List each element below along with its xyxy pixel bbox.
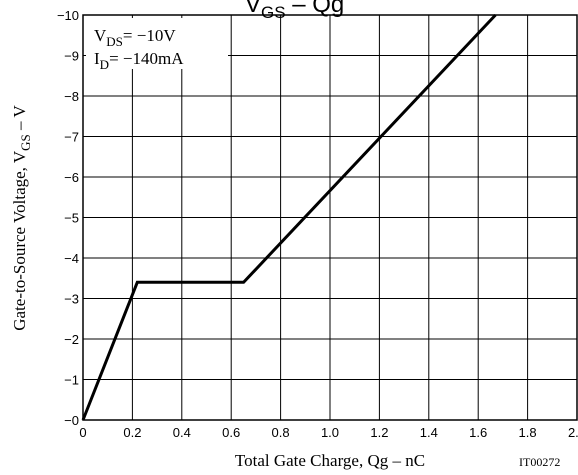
series-line <box>81 13 497 421</box>
figure-code: IT00272 <box>519 455 560 469</box>
x-tick-label: 1.8 <box>519 425 537 440</box>
x-tick-label: 0.4 <box>173 425 191 440</box>
y-tick-label: −5 <box>64 211 79 226</box>
x-axis-label: Total Gate Charge, Qg – nC <box>235 451 425 470</box>
series <box>81 13 497 421</box>
x-tick-label: 1.6 <box>469 425 487 440</box>
x-tick-label: 1.4 <box>420 425 438 440</box>
x-tick-label: 0.8 <box>272 425 290 440</box>
ticks: 0 0.2 0.4 0.6 0.8 1.0 1.2 1.4 1.6 1.8 2.0 −0 −1 −2 −3 −… <box>57 8 578 440</box>
y-tick-label: −3 <box>64 292 79 307</box>
x-tick-label: 1.2 <box>370 425 388 440</box>
y-tick-label: −9 <box>64 49 79 64</box>
x-tick-label: 0 <box>79 425 86 440</box>
y-tick-label: −8 <box>64 89 79 104</box>
y-tick-label: −6 <box>64 170 79 185</box>
plot-frame <box>82 14 578 421</box>
x-tick-label: 0.2 <box>123 425 141 440</box>
y-tick-label: −1 <box>64 373 79 388</box>
annotation-box <box>86 18 228 69</box>
y-tick-label: −4 <box>64 251 79 266</box>
y-tick-label: −2 <box>64 332 79 347</box>
x-tick-label: 0.6 <box>222 425 240 440</box>
vds-annotation: VDS= −10V <box>94 26 176 49</box>
id-annotation: ID= −140mA <box>94 49 184 72</box>
grid <box>83 15 577 420</box>
x-tick-label: 1.0 <box>321 425 339 440</box>
y-axis-label: Gate-to-Source Voltage, VGS – V <box>10 105 33 331</box>
y-tick-label: −0 <box>64 413 79 428</box>
chart-title: VGS – Qg <box>245 0 344 22</box>
x-tick-label: 2.0 <box>568 425 578 440</box>
y-tick-label: −10 <box>57 8 79 23</box>
y-tick-label: −7 <box>64 130 79 145</box>
